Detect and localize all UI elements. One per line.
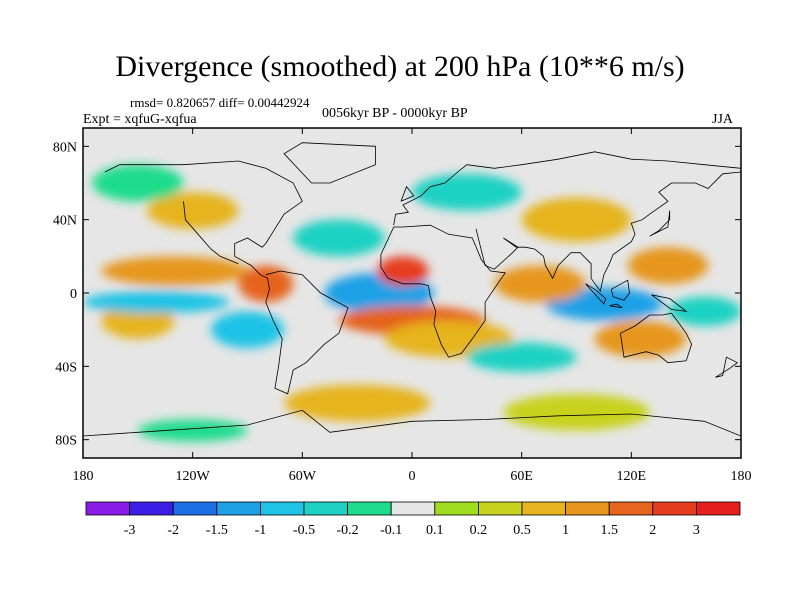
coastline-segment-14 (400, 185, 415, 202)
field-blob-24 (137, 419, 248, 442)
experiment-label: Expt = xqfuG-xqfua (83, 112, 197, 127)
coastline-segment-6 (585, 283, 607, 305)
x-tick-label: 0 (409, 469, 416, 484)
coastline-segment-0 (104, 160, 349, 395)
x-tick-label: 180 (731, 469, 752, 484)
colorbar-swatch-11 (565, 501, 610, 516)
colorbar-label: -0.2 (337, 523, 359, 538)
colorbar-swatch-13 (652, 501, 697, 516)
colorbar-label: -1.5 (206, 523, 228, 538)
field-blob-17 (293, 219, 385, 257)
colorbar-swatch-14 (696, 501, 741, 516)
colorbar-swatch-9 (477, 501, 523, 516)
colorbar-label: -3 (124, 523, 136, 538)
x-tick-label: 180 (73, 469, 94, 484)
chart-title: Divergence (smoothed) at 200 hPa (10**6 … (115, 50, 685, 83)
coastline-segment-4 (475, 171, 741, 293)
field-blob-14 (521, 197, 632, 242)
colorbar-swatch-4 (259, 501, 305, 516)
coastline-segment-5 (620, 312, 693, 364)
colorbar-label: -0.1 (380, 523, 402, 538)
coastline-segment-9 (651, 294, 688, 312)
field-blob-9 (494, 265, 586, 303)
field-blob-4 (377, 256, 429, 286)
colorbar-label: 3 (693, 523, 700, 538)
season-label: JJA (712, 112, 734, 127)
x-tick-label: 60W (289, 469, 317, 484)
field-blob-10 (627, 247, 709, 284)
coastline-segment-3 (393, 151, 741, 226)
y-tick-label: 80S (55, 434, 77, 449)
x-tick-label: 60E (510, 469, 533, 484)
coastline-segment-8 (610, 279, 630, 301)
colorbar-label: -1 (255, 523, 267, 538)
field-blob-7 (238, 265, 294, 303)
colorbar-swatch-7 (390, 501, 436, 516)
y-tick-label: 40S (55, 360, 77, 375)
coastline-segment-2 (380, 224, 506, 358)
field-blob-15 (83, 291, 230, 314)
colorbar-label: -0.5 (293, 523, 315, 538)
field-blob-11 (594, 320, 687, 358)
colorbar-swatch-3 (216, 501, 261, 516)
colorbar-swatch-0 (85, 501, 130, 516)
x-tick-label: 120W (176, 469, 211, 484)
field-blob-6 (101, 256, 248, 286)
field-blob-13 (146, 192, 239, 229)
field-blob-22 (284, 384, 431, 422)
colorbar-label: 1 (562, 523, 569, 538)
colorbar-label: 0.2 (470, 523, 488, 538)
coastline-segment-7 (609, 303, 623, 309)
y-tick-label: 40N (53, 214, 77, 229)
field-blob-23 (503, 393, 650, 431)
y-tick-label: 0 (70, 287, 77, 302)
colorbar-swatch-12 (608, 501, 654, 516)
y-tick-label: 80N (53, 140, 77, 155)
field-blob-19 (667, 296, 741, 327)
coastline-segment-1 (183, 201, 239, 265)
field-blob-18 (466, 342, 577, 372)
field-blob-16 (210, 311, 285, 348)
coastline-segment-13 (83, 409, 741, 437)
coastline-segment-12 (283, 142, 376, 184)
coastline-segment-11 (715, 356, 739, 378)
x-tick-label: 120E (617, 469, 647, 484)
field-blob-21 (92, 164, 184, 202)
colorbar-label: 1.5 (600, 523, 618, 538)
colorbar-swatch-10 (521, 501, 566, 516)
colorbar-label: -2 (167, 523, 179, 538)
coastline-segment-10 (649, 210, 671, 237)
colorbar-label: 2 (649, 523, 656, 538)
stats-line: rmsd= 0.820657 diff= 0.00442924 (130, 95, 310, 110)
period-label: 0056kyr BP - 0000kyr BP (322, 106, 468, 121)
colorbar-label: 0.5 (513, 523, 531, 538)
colorbar-swatch-1 (129, 501, 174, 516)
field-blob-20 (412, 173, 522, 211)
colorbar-swatch-6 (347, 501, 392, 516)
colorbar-swatch-5 (303, 501, 348, 516)
colorbar-swatch-2 (172, 501, 218, 516)
colorbar-swatch-8 (434, 501, 479, 516)
coastlines (83, 142, 741, 437)
colorbar-label: 0.1 (426, 523, 444, 538)
